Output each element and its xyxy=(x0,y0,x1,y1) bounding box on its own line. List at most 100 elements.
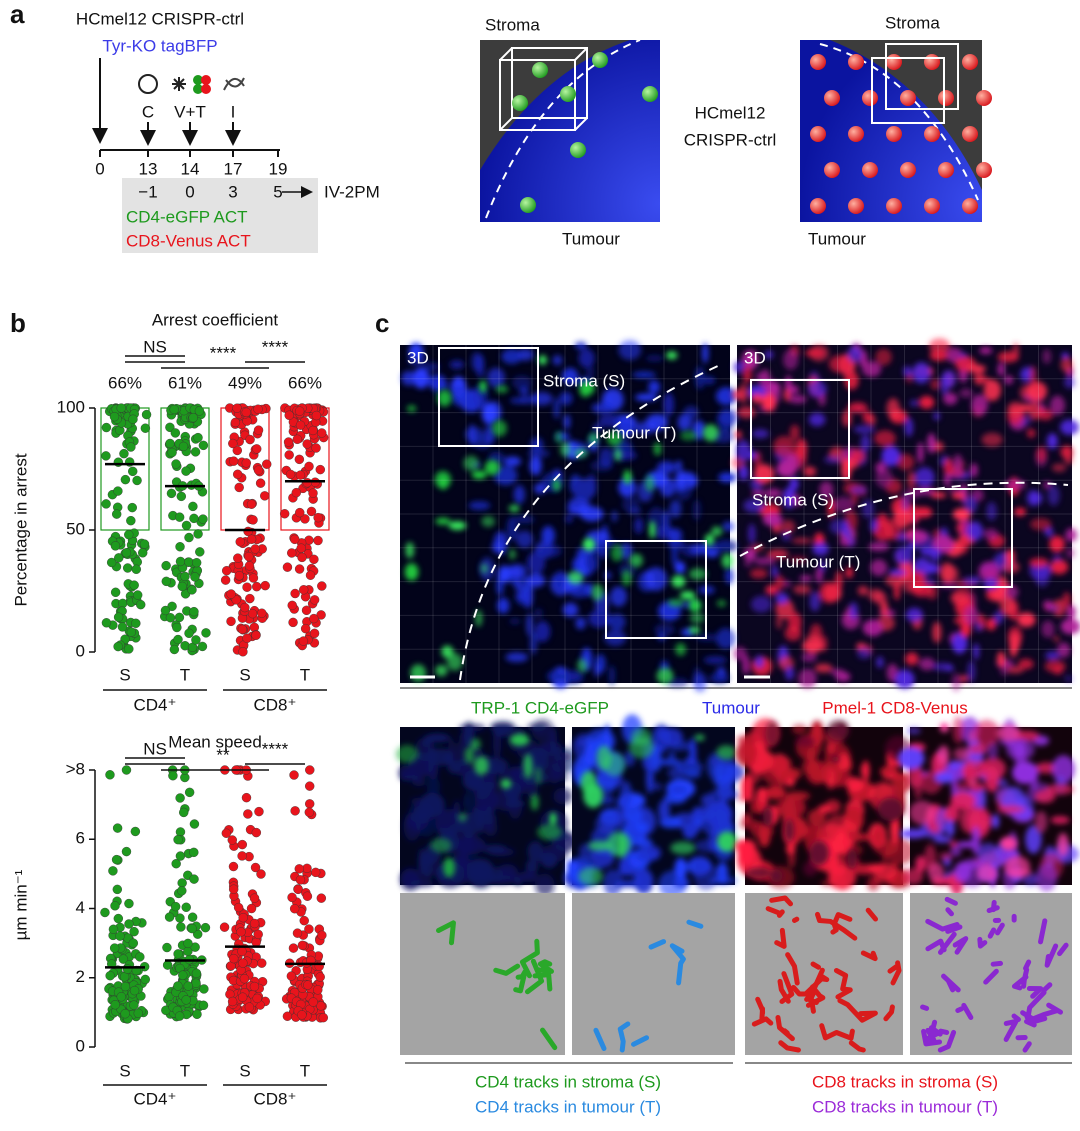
cell-icon xyxy=(976,90,992,106)
cell-blob xyxy=(751,429,769,439)
cell-dot xyxy=(297,552,307,563)
cell-blob xyxy=(529,632,537,655)
cell-blob xyxy=(986,501,997,521)
cell-blob xyxy=(783,388,791,402)
cell-dot xyxy=(114,553,124,563)
cell-blob xyxy=(1012,761,1039,785)
cell-blob xyxy=(915,855,926,873)
cell-dot xyxy=(170,901,181,912)
cell-blob xyxy=(658,758,682,766)
cell-dot xyxy=(309,613,319,624)
cell-blob xyxy=(718,472,737,483)
cell-track xyxy=(938,1028,950,1035)
cell-blob xyxy=(748,523,756,544)
cell-blob xyxy=(595,814,623,834)
cell-blob xyxy=(668,528,683,542)
cell-blob xyxy=(560,774,568,781)
cell-dot xyxy=(175,851,186,861)
cell-blob xyxy=(408,342,424,362)
cell-blob xyxy=(671,546,678,567)
cell-dot xyxy=(290,534,300,545)
cell-blob xyxy=(633,868,654,895)
cell-dot xyxy=(173,634,183,645)
cell-dot xyxy=(296,543,306,553)
cell-dot xyxy=(251,630,261,640)
cell-dot xyxy=(184,787,195,798)
cell-blob xyxy=(493,465,518,486)
cell-blob xyxy=(530,793,539,811)
cell-dot xyxy=(120,474,131,485)
cell-blob xyxy=(785,665,794,681)
cell-blob xyxy=(801,640,824,652)
cell-blob xyxy=(996,725,1021,742)
cell-blob xyxy=(511,375,532,390)
cell-blob xyxy=(618,477,636,498)
cell-dot xyxy=(184,532,194,543)
cell-blob xyxy=(897,747,925,770)
cell-dot xyxy=(252,993,262,1004)
cell-blob xyxy=(823,455,842,464)
cell-blob xyxy=(674,561,686,574)
cell-blob xyxy=(482,844,508,854)
cell-track xyxy=(617,1021,631,1053)
cell-blob xyxy=(953,454,963,475)
cell-blob xyxy=(513,485,526,504)
cell-blob xyxy=(660,728,683,747)
cell-blob xyxy=(1044,659,1066,673)
cell-dot xyxy=(115,931,125,941)
cell-dot xyxy=(112,823,123,833)
cell-dot xyxy=(310,867,321,878)
cell-track xyxy=(751,1016,774,1027)
relative-day-label: −1 xyxy=(138,182,157,201)
cell-blob xyxy=(789,424,800,441)
cell-blob xyxy=(781,520,796,534)
cell-blob xyxy=(694,734,705,741)
cell-track xyxy=(1003,1018,1019,1042)
cell-dot xyxy=(229,953,239,964)
cell-blob xyxy=(654,623,675,636)
cell-blob xyxy=(896,453,915,471)
cell-blob xyxy=(784,626,802,641)
cell-blob xyxy=(914,467,935,488)
cell-blob xyxy=(956,522,964,534)
cell-dot xyxy=(221,828,232,838)
cell-dot xyxy=(292,928,303,938)
model-label: HCmel12 CRISPR-ctrl xyxy=(76,9,244,28)
cell-icon xyxy=(862,90,878,106)
cell-blob xyxy=(715,387,737,406)
cell-dot xyxy=(246,534,257,544)
cell-blob xyxy=(1029,557,1049,568)
cell-blob xyxy=(847,345,862,363)
cell-track xyxy=(765,906,782,916)
cell-dot xyxy=(243,809,253,819)
cell-track xyxy=(944,896,958,906)
cell-blob xyxy=(1051,755,1076,784)
cell-blob xyxy=(983,528,999,540)
cell-icon xyxy=(560,86,576,102)
cell-blob xyxy=(1049,535,1065,553)
cell-blob xyxy=(831,755,840,763)
cell-dot xyxy=(160,605,171,616)
cell-dot xyxy=(308,997,318,1007)
cell-dot xyxy=(260,491,270,501)
cell-blob xyxy=(567,581,591,598)
cell-blob xyxy=(585,365,595,379)
cell-blob xyxy=(574,341,587,350)
cell-blob xyxy=(578,867,603,886)
cell-dot xyxy=(230,417,241,428)
cell-blob xyxy=(501,348,523,364)
channel-label: TRP-1 CD4-eGFP xyxy=(471,698,609,717)
cell-track xyxy=(1046,1002,1064,1015)
boundary xyxy=(459,364,721,681)
cell-dot xyxy=(244,561,255,571)
cell-track xyxy=(833,967,853,1000)
percent-label: 66% xyxy=(108,373,142,392)
cell-blob xyxy=(905,652,919,666)
cell-dot xyxy=(302,891,313,901)
cell-blob xyxy=(680,591,696,600)
cell-blob xyxy=(471,352,482,372)
boundary xyxy=(739,481,1069,557)
cell-dot xyxy=(300,623,311,634)
cell-blob xyxy=(874,430,896,447)
cell-blob xyxy=(892,772,913,793)
